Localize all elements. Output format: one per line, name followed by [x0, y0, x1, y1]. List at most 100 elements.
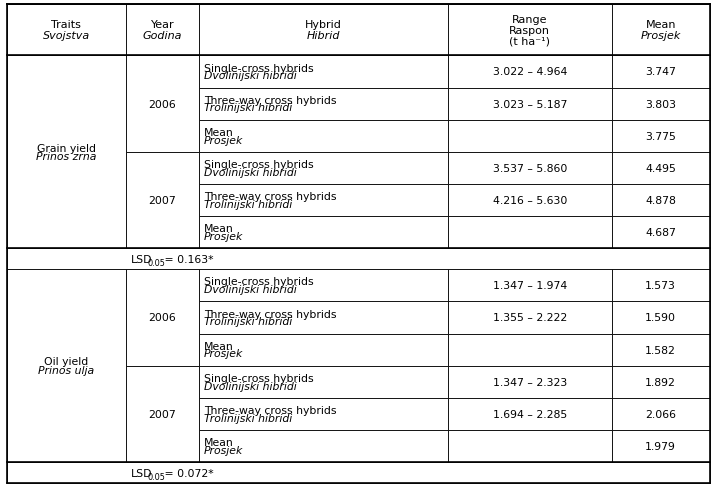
Text: 1.582: 1.582 [645, 345, 676, 355]
Bar [612, 430, 710, 462]
Text: LSD: LSD [131, 468, 153, 478]
Text: 3.803: 3.803 [645, 100, 676, 109]
Text: Prinos zrna: Prinos zrna [37, 152, 97, 162]
Text: 4.216 – 5.630: 4.216 – 5.630 [493, 196, 567, 205]
Text: 4.687: 4.687 [645, 228, 676, 238]
Text: Dvolinijski hibridi: Dvolinijski hibridi [204, 381, 297, 391]
Text: 2007: 2007 [148, 196, 176, 205]
Text: Dvolinijski hibridi: Dvolinijski hibridi [204, 285, 297, 295]
Bar [448, 398, 612, 430]
Bar [199, 56, 448, 88]
Text: Three-way cross hybrids: Three-way cross hybrids [204, 309, 336, 319]
Text: Single-cross hybrids: Single-cross hybrids [204, 373, 314, 383]
Text: 1.694 – 2.285: 1.694 – 2.285 [493, 409, 567, 419]
Bar [199, 366, 448, 398]
Text: Single-cross hybrids: Single-cross hybrids [204, 160, 314, 170]
Text: Single-cross hybrids: Single-cross hybrids [204, 277, 314, 287]
Text: 1.347 – 1.974: 1.347 – 1.974 [493, 281, 567, 291]
Text: Trolinijski hibridi: Trolinijski hibridi [204, 317, 293, 326]
Bar [448, 302, 612, 334]
Bar [199, 184, 448, 217]
Bar [199, 5, 448, 56]
Text: = 0.163*: = 0.163* [161, 254, 213, 264]
Bar [199, 270, 448, 302]
Text: Dvolinijski hibridi: Dvolinijski hibridi [204, 71, 297, 81]
Text: Single-cross hybrids: Single-cross hybrids [204, 63, 314, 74]
Text: Trolinijski hibridi: Trolinijski hibridi [204, 413, 293, 423]
Bar [199, 334, 448, 366]
Text: 2006: 2006 [148, 313, 176, 323]
Text: Mean: Mean [204, 224, 234, 234]
Text: Raspon: Raspon [509, 25, 551, 36]
Text: Trolinijski hibridi: Trolinijski hibridi [204, 200, 293, 209]
Text: 1.979: 1.979 [645, 441, 676, 451]
Text: Mean: Mean [645, 20, 676, 30]
Bar [448, 184, 612, 217]
Text: Three-way cross hybrids: Three-way cross hybrids [204, 96, 336, 105]
Bar [448, 153, 612, 184]
Text: Prinos ulja: Prinos ulja [38, 366, 95, 375]
Text: LSD: LSD [131, 254, 153, 264]
Bar [612, 184, 710, 217]
Bar [7, 249, 710, 270]
Text: 4.495: 4.495 [645, 163, 676, 174]
Bar [612, 5, 710, 56]
Text: Range: Range [512, 15, 548, 25]
Bar [612, 56, 710, 88]
Bar [612, 121, 710, 153]
Text: (t ha⁻¹): (t ha⁻¹) [509, 36, 551, 46]
Bar [7, 5, 125, 56]
Bar [125, 153, 199, 249]
Bar [612, 270, 710, 302]
Text: 3.023 – 5.187: 3.023 – 5.187 [493, 100, 567, 109]
Bar [199, 302, 448, 334]
Text: Year: Year [151, 20, 174, 30]
Bar [448, 430, 612, 462]
Bar [612, 88, 710, 121]
Bar [448, 88, 612, 121]
Text: Three-way cross hybrids: Three-way cross hybrids [204, 192, 336, 202]
Text: 1.347 – 2.323: 1.347 – 2.323 [493, 377, 567, 387]
Bar [612, 302, 710, 334]
Bar [448, 334, 612, 366]
Bar [7, 270, 125, 462]
Text: Grain yield: Grain yield [37, 143, 96, 153]
Bar [612, 334, 710, 366]
Bar [125, 270, 199, 366]
Text: Three-way cross hybrids: Three-way cross hybrids [204, 406, 336, 415]
Text: 4.878: 4.878 [645, 196, 676, 205]
Bar [7, 56, 125, 249]
Bar [125, 366, 199, 462]
Text: Mean: Mean [204, 128, 234, 138]
Text: Mean: Mean [204, 341, 234, 351]
Bar [199, 217, 448, 249]
Text: = 0.072*: = 0.072* [161, 468, 213, 478]
Text: 0.05: 0.05 [147, 472, 165, 481]
Bar [7, 462, 710, 483]
Bar [448, 270, 612, 302]
Bar [199, 430, 448, 462]
Bar [612, 153, 710, 184]
Bar [448, 366, 612, 398]
Text: Svojstva: Svojstva [43, 31, 90, 41]
Bar [199, 121, 448, 153]
Text: Traits: Traits [52, 20, 81, 30]
Text: 3.775: 3.775 [645, 131, 676, 142]
Text: Prosjek: Prosjek [204, 349, 243, 359]
Text: Trolinijski hibridi: Trolinijski hibridi [204, 103, 293, 113]
Bar [125, 56, 199, 153]
Text: 1.892: 1.892 [645, 377, 676, 387]
Text: Dvolinijski hibridi: Dvolinijski hibridi [204, 167, 297, 178]
Text: 2006: 2006 [148, 100, 176, 109]
Bar [612, 398, 710, 430]
Text: Prosjek: Prosjek [204, 445, 243, 455]
Text: 1.355 – 2.222: 1.355 – 2.222 [493, 313, 567, 323]
Text: Mean: Mean [204, 437, 234, 447]
Text: 3.022 – 4.964: 3.022 – 4.964 [493, 67, 567, 77]
Text: Prosjek: Prosjek [204, 232, 243, 242]
Bar [125, 5, 199, 56]
Bar [199, 153, 448, 184]
Text: 2007: 2007 [148, 409, 176, 419]
Text: 1.573: 1.573 [645, 281, 676, 291]
Text: Godina: Godina [143, 31, 182, 41]
